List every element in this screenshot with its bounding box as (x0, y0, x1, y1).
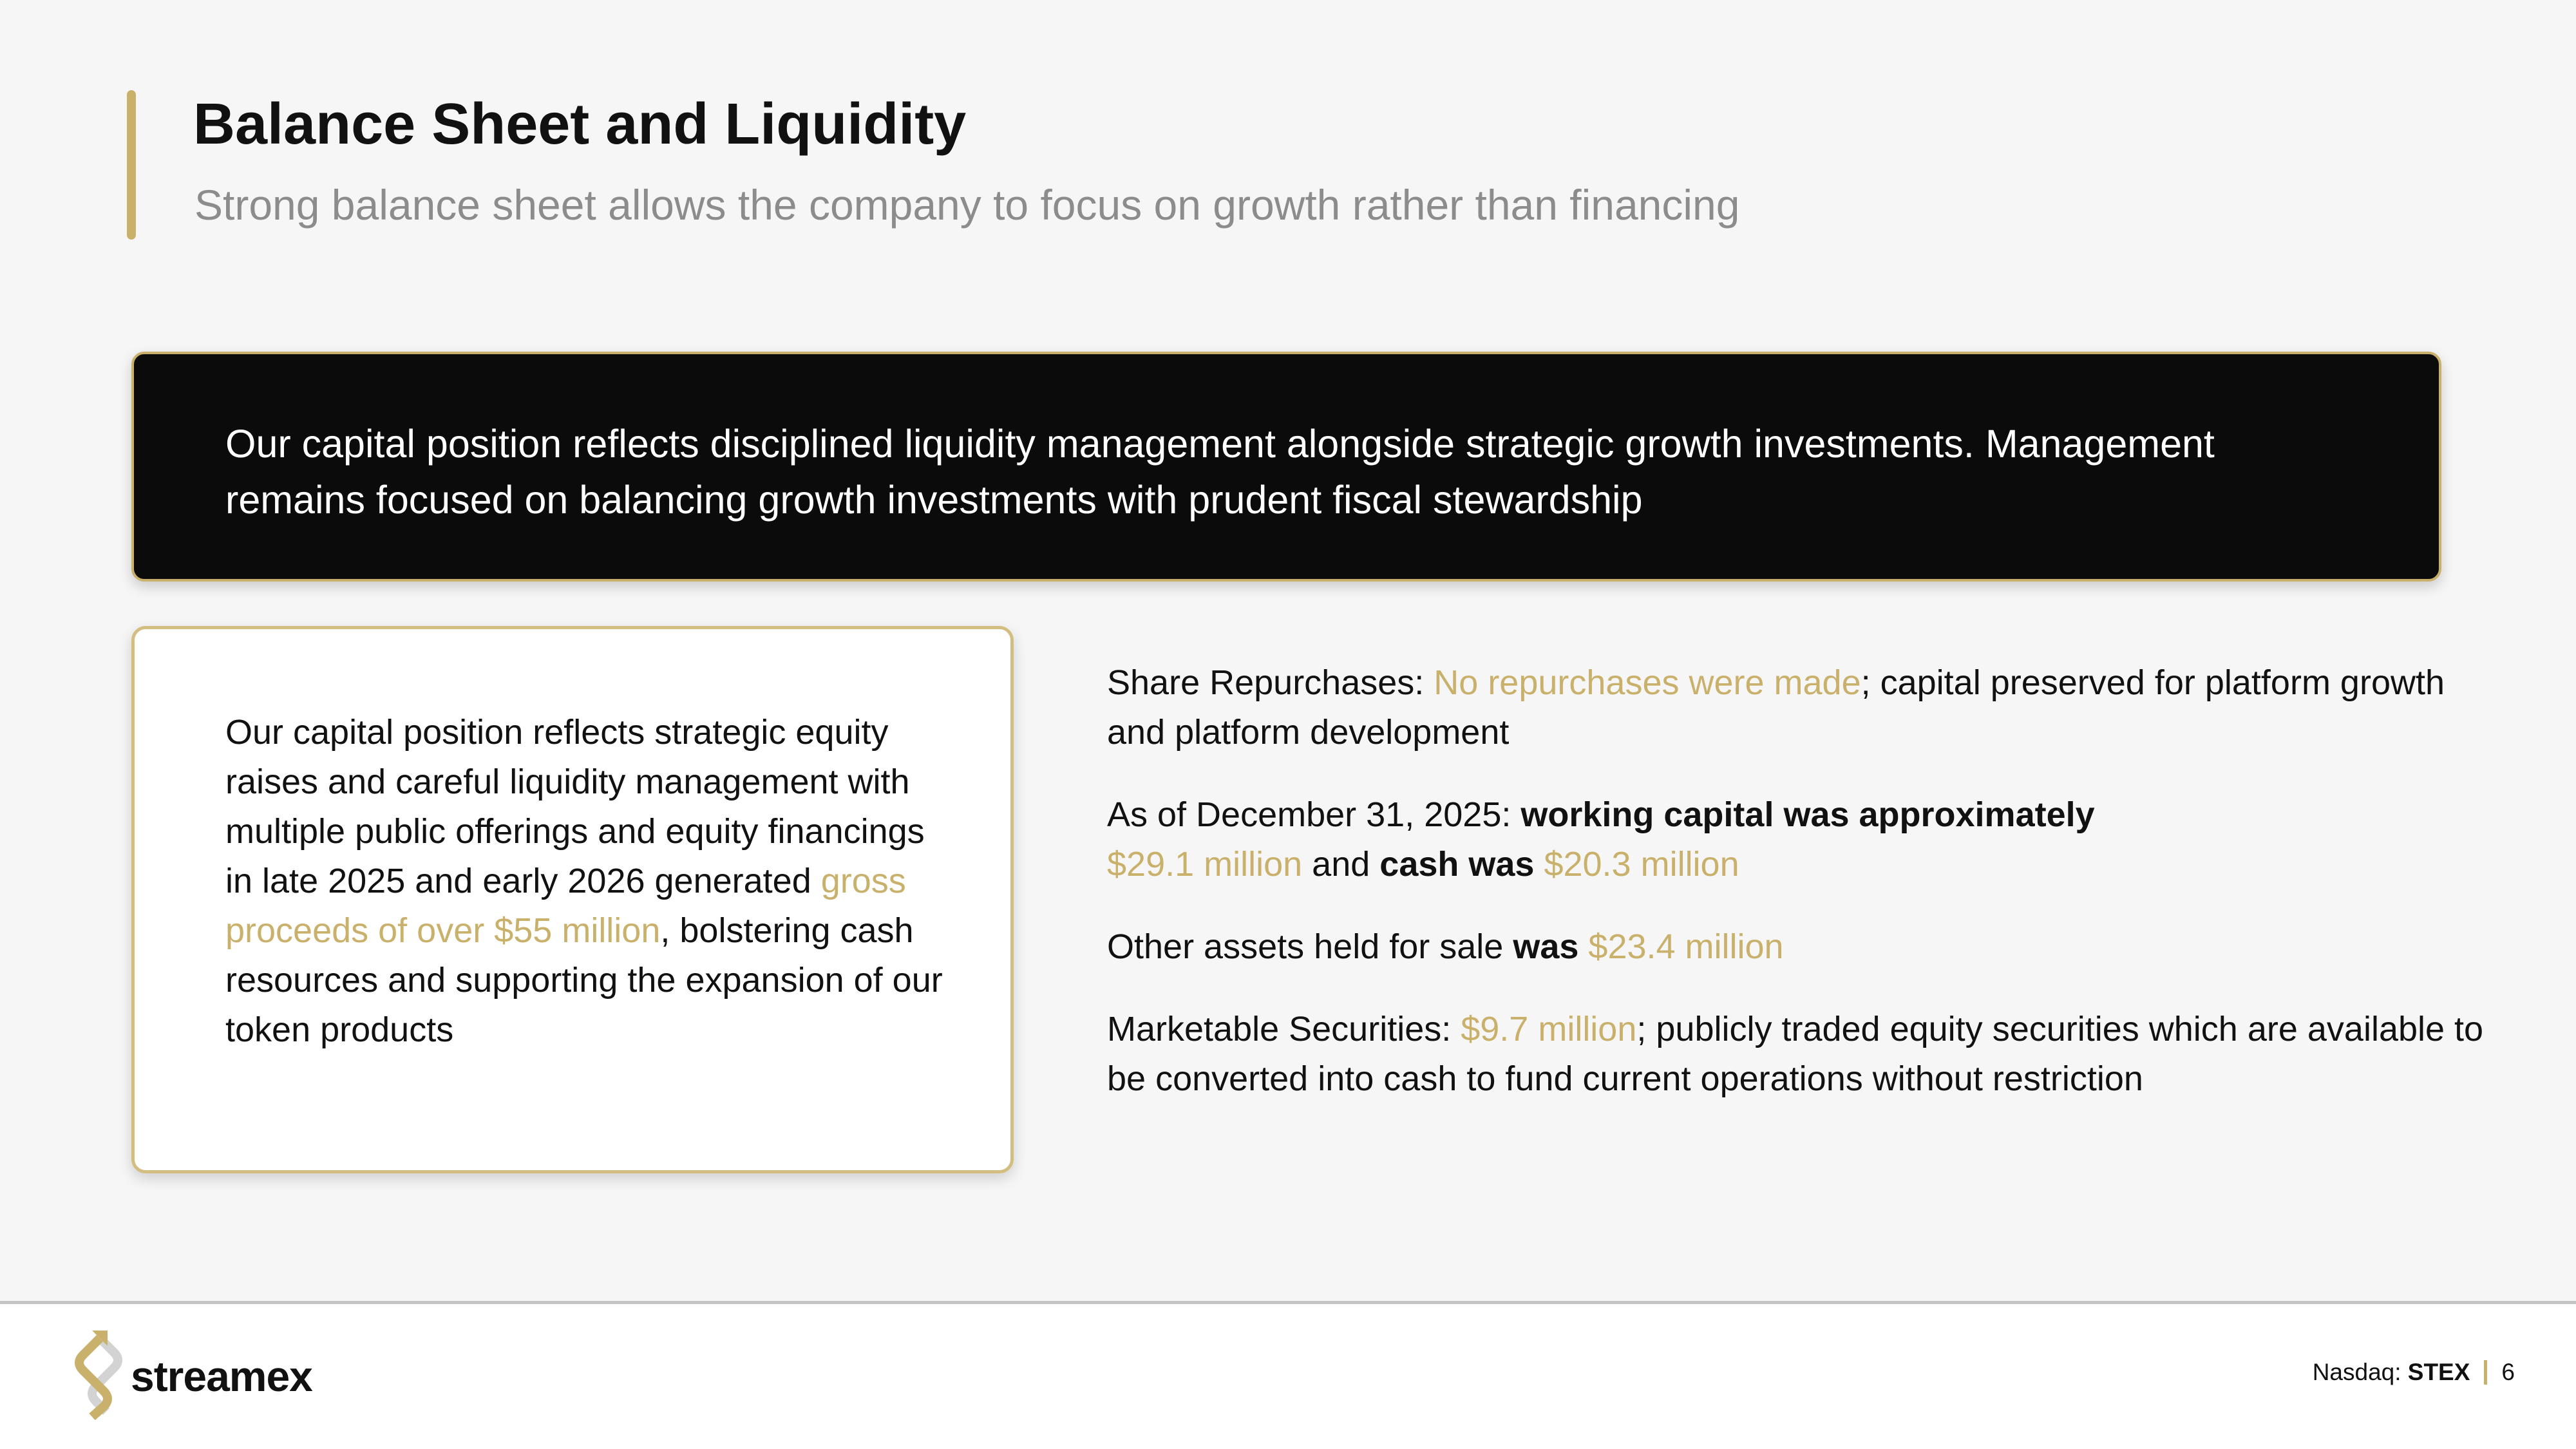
point-highlight: No repurchases were made (1434, 663, 1861, 702)
working-capital-value: $29.1 million (1107, 845, 1303, 884)
card-text: Our capital position reflects strategic … (225, 713, 925, 900)
assets-value: $23.4 million (1588, 927, 1784, 966)
point-bold: was (1513, 927, 1579, 966)
exchange-ticker: Nasdaq: STEX (2313, 1359, 2470, 1386)
point-label: Share Repurchases: (1107, 663, 1434, 702)
point-text: ; publicly traded equity securities whic… (1107, 1010, 2484, 1098)
equity-raise-card: Our capital position reflects strategic … (131, 626, 1014, 1173)
point-bold: cash was (1379, 845, 1535, 884)
streamex-logo-icon (75, 1331, 122, 1421)
liquidity-points: Share Repurchases: No repurchases were m… (1107, 658, 2492, 1137)
separator (2484, 1360, 2488, 1385)
page-info: Nasdaq: STEX 6 (2313, 1359, 2515, 1386)
cash-value: $20.3 million (1544, 845, 1739, 884)
point-assets-held-for-sale: Other assets held for sale was $23.4 mil… (1107, 922, 2492, 972)
point-label: Marketable Securities: (1107, 1010, 1461, 1048)
page-number: 6 (2501, 1359, 2515, 1385)
point-bold: working capital was approximately (1520, 795, 2095, 834)
card-text-end: , bolstering cash resources and supporti… (225, 911, 943, 1049)
point-working-capital: As of December 31, 2025: working capital… (1107, 790, 2492, 889)
banner-text: Our capital position reflects discipline… (225, 422, 2215, 522)
streamex-logo: streamex (69, 1331, 313, 1421)
point-text: ; capital preserved for platform growth … (1107, 663, 2445, 752)
point-marketable-securities: Marketable Securities: $9.7 million; pub… (1107, 1005, 2492, 1104)
footer (0, 1301, 2576, 1449)
ticker: STEX (2407, 1359, 2470, 1385)
exchange-label: Nasdaq: (2312, 1359, 2408, 1385)
point-text: and (1302, 845, 1380, 884)
summary-banner: Our capital position reflects discipline… (131, 352, 2441, 582)
point-share-repurchases: Share Repurchases: No repurchases were m… (1107, 658, 2492, 757)
point-label: As of December 31, 2025: (1107, 795, 1521, 834)
page-title: Balance Sheet and Liquidity (193, 92, 967, 156)
page-subtitle: Strong balance sheet allows the company … (194, 181, 1740, 229)
point-label: Other assets held for sale (1107, 927, 1513, 966)
card-highlight: gross proceeds of over $55 million (225, 862, 906, 950)
logo-wordmark: streamex (131, 1352, 313, 1400)
securities-value: $9.7 million (1461, 1010, 1637, 1048)
title-accent-bar (127, 90, 136, 240)
